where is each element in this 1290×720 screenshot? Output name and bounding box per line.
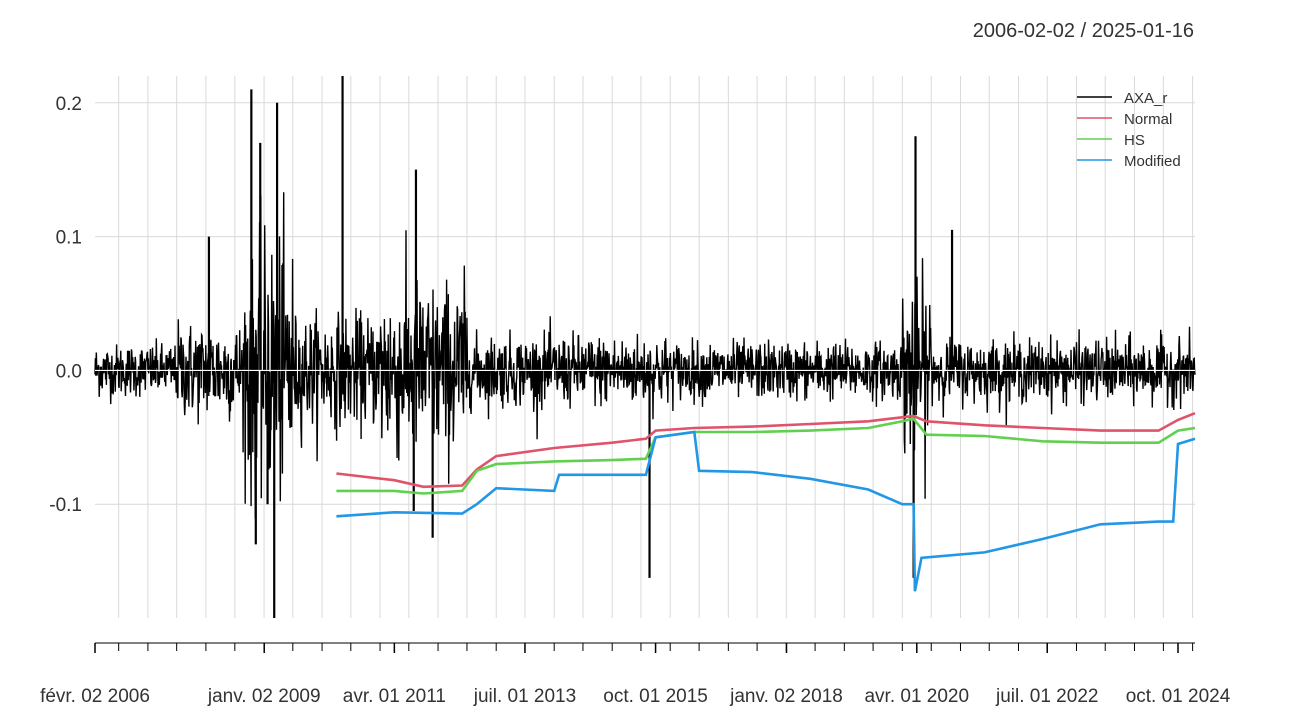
chart-legend: AXA_r Normal HS Modified: [1077, 90, 1181, 170]
x-tick-label: avr. 01 2011: [343, 686, 446, 707]
series-Modified-line: [336, 430, 1196, 592]
y-tick-label: -0.1: [49, 495, 82, 516]
date-range-label: 2006-02-02 / 2025-01-16: [972, 20, 1194, 42]
series-AXA_r-line: [94, 192, 1196, 519]
y-tick-label: 0.0: [56, 361, 82, 382]
x-tick-label: oct. 01 2015: [603, 686, 708, 707]
x-tick-label: avr. 01 2020: [864, 686, 969, 707]
legend-label-AXA_r: AXA_r: [1124, 90, 1167, 107]
y-tick-label: 0.2: [56, 94, 82, 115]
legend-label-Modified: Modified: [1124, 153, 1181, 170]
chart-axes: -0.1 0.0 0.1 0.2 févr. 02 2006 janv. 02 2009 a…: [40, 94, 1231, 707]
x-tick-label: févr. 02 2006: [40, 686, 150, 707]
y-tick-label: 0.1: [56, 228, 82, 249]
series-HS-line: [336, 417, 1196, 495]
series-Normal-line: [336, 411, 1196, 489]
x-tick-label: juil. 01 2013: [473, 686, 576, 707]
x-tick-label: janv. 02 2009: [207, 686, 321, 707]
legend-label-Normal: Normal: [1124, 111, 1172, 128]
x-tick-label: janv. 02 2018: [729, 686, 843, 707]
x-tick-label: juil. 01 2022: [995, 686, 1098, 707]
chart-series: [94, 76, 1196, 618]
x-tick-label: oct. 01 2024: [1126, 686, 1231, 707]
legend-label-HS: HS: [1124, 132, 1145, 149]
